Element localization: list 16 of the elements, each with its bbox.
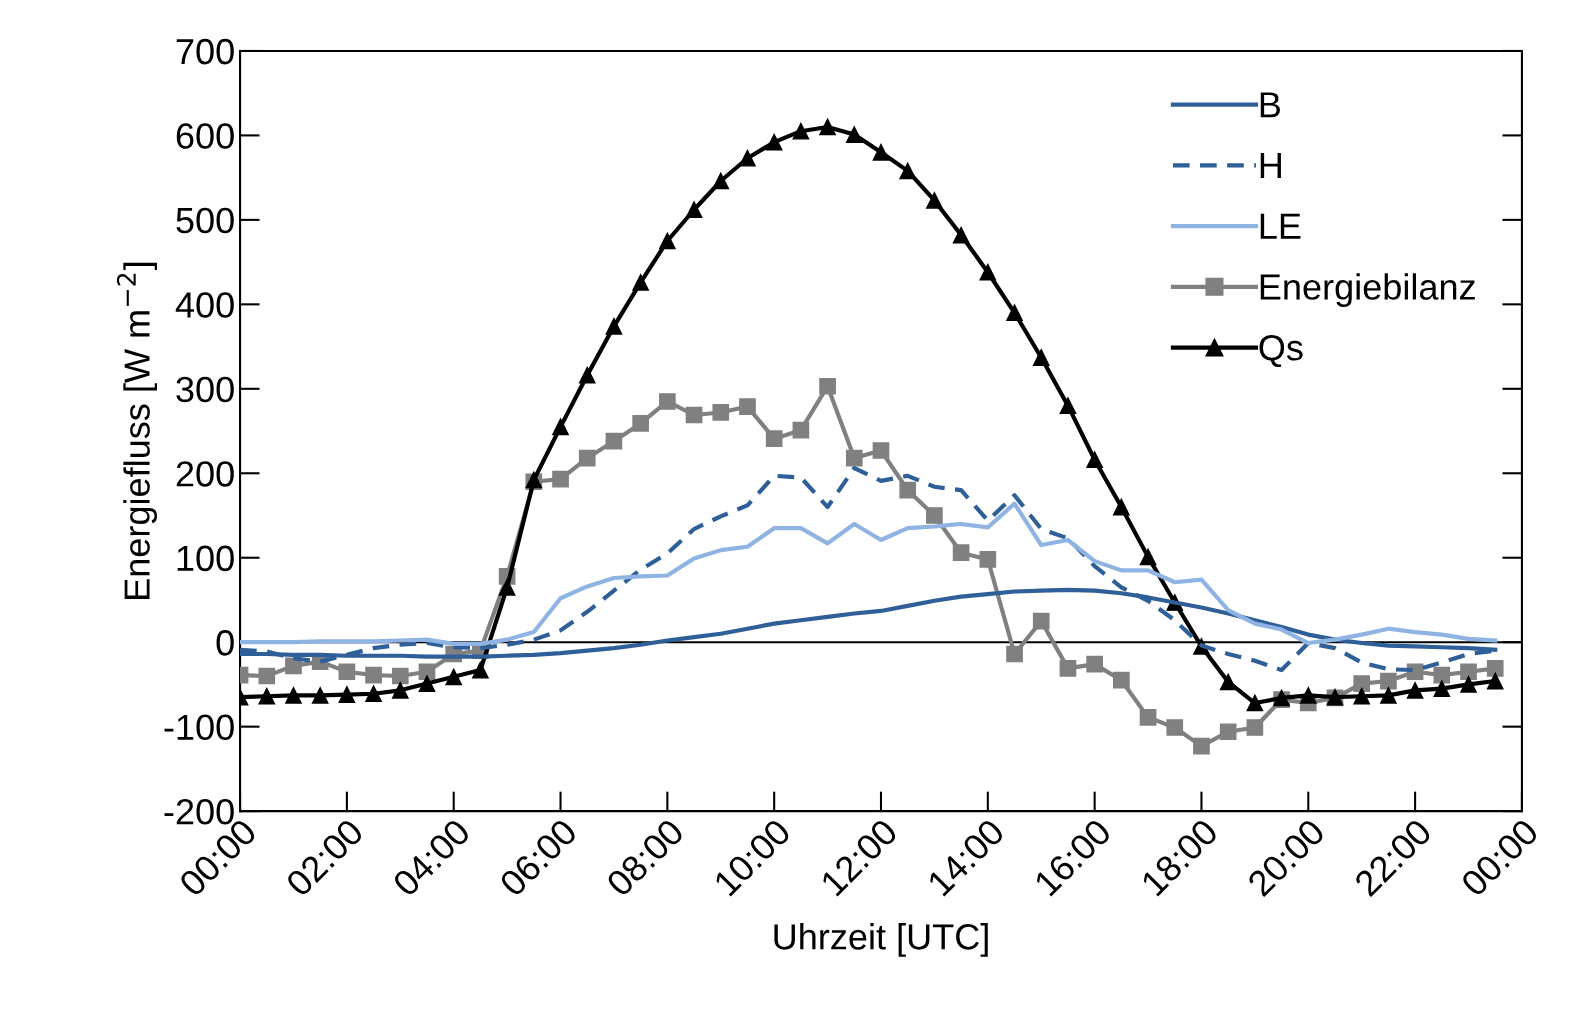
y-tick-label: 100	[177, 545, 234, 572]
y-tick-label: 700	[176, 38, 234, 65]
y-tick-label: -100	[164, 714, 234, 741]
y-tick-label: 600	[176, 123, 234, 149]
legend-label: B	[1260, 92, 1280, 118]
y-tick-label: 300	[176, 376, 234, 403]
legend-label: Qs	[1259, 334, 1303, 368]
y-tick-label: 200	[176, 461, 234, 487]
y-tick-label: 500	[176, 207, 234, 234]
y-tick-label: 0	[216, 630, 234, 656]
legend-label: H	[1260, 153, 1281, 178]
y-tick-label: 400	[175, 292, 234, 318]
legend-label: LE	[1260, 213, 1301, 239]
y-axis-title: Energiefluss [W m$^{−2}$]	[116, 262, 158, 599]
x-axis-title: Uhrzeit [UTC]	[774, 923, 988, 957]
legend-label: Energiebilanz	[1260, 273, 1475, 307]
